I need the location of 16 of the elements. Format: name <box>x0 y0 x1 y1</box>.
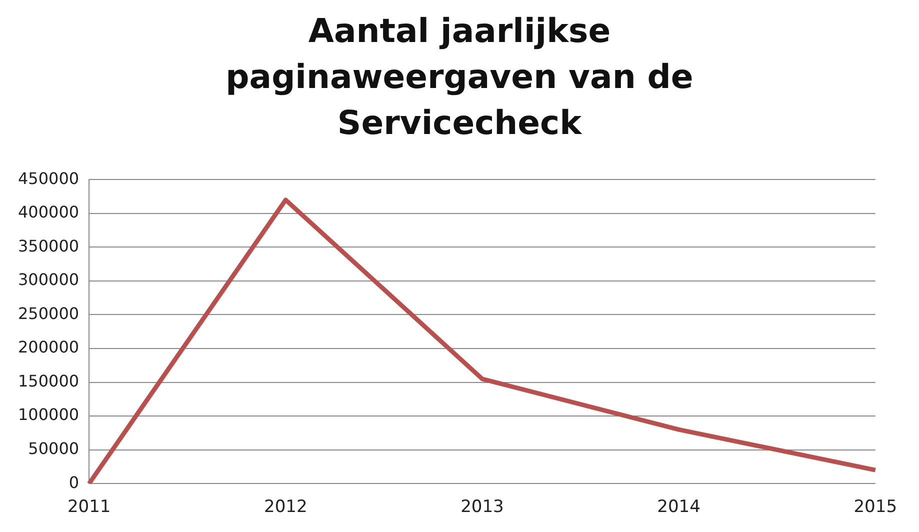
y-tick-label: 150000 <box>18 371 80 390</box>
y-tick-label: 50000 <box>28 438 80 458</box>
x-tick-label: 2015 <box>854 497 897 518</box>
y-tick-label: 200000 <box>18 338 80 357</box>
y-tick-label: 450000 <box>18 168 80 188</box>
y-tick-label: 100000 <box>18 405 80 424</box>
chart-title: Aantal jaarlijkse paginaweergaven van de Servicecheck <box>224 10 694 144</box>
y-tick-label: 350000 <box>18 236 80 256</box>
x-tick-label: 2014 <box>657 497 700 518</box>
y-tick-label: 250000 <box>18 304 80 323</box>
x-tick-label: 2011 <box>67 497 111 518</box>
y-tick-label: 300000 <box>18 270 80 290</box>
y-tick-label: 0 <box>68 472 80 492</box>
x-tick-label: 2013 <box>460 497 504 518</box>
x-tick-label: 2012 <box>264 497 308 518</box>
y-tick-label: 400000 <box>18 202 80 222</box>
